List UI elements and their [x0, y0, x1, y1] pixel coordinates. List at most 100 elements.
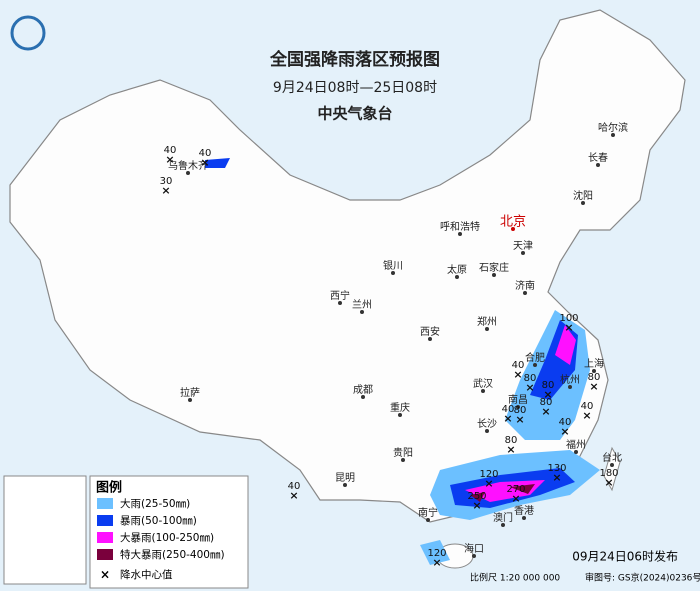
city-dot: [401, 458, 405, 462]
city-label: 武汉: [473, 377, 493, 390]
city-dot: [596, 163, 600, 167]
city-label: 济南: [515, 279, 535, 292]
city-label: 兰州: [352, 298, 372, 311]
city-label: 银川: [383, 259, 403, 272]
city-dot: [428, 337, 432, 341]
city-label: 西宁: [330, 289, 350, 302]
rain-center-mark: ×: [165, 153, 174, 166]
rain-center-value: 40: [581, 401, 594, 412]
legend-title: 图例: [96, 480, 122, 496]
rain-center-mark: ×: [560, 425, 569, 438]
city-label: 天津: [513, 240, 533, 252]
period: 9月24日08时—25日08时: [273, 80, 437, 96]
city-label: 上海: [584, 357, 604, 370]
taiwan: [603, 446, 621, 492]
city-dot: [481, 389, 485, 393]
rain-center-mark: ×: [515, 413, 524, 426]
rain-center-value: 40: [164, 145, 177, 156]
city-dot: [610, 463, 614, 467]
rain-center-value: 80: [588, 372, 601, 383]
city-dot: [361, 395, 365, 399]
rain-area: [555, 325, 576, 365]
logo: [10, 15, 46, 51]
city-dot: [426, 518, 430, 522]
scale: 比例尺 1:20 000 000: [470, 572, 560, 584]
legend-swatch: [97, 498, 113, 509]
rain-center-value: 40: [512, 360, 525, 371]
legend-label: 暴雨(50-100㎜): [120, 515, 197, 527]
rain-areas: [205, 158, 600, 565]
rain-center-mark: ×: [200, 156, 209, 169]
rain-center-mark: ×: [503, 412, 512, 425]
legend-swatch: [97, 549, 113, 560]
city-label: 杭州: [560, 373, 580, 386]
city-dot: [592, 369, 596, 373]
rain-center-value: 130: [547, 463, 566, 474]
city-label: 香港: [514, 505, 534, 517]
rain-area: [205, 158, 230, 168]
rain-center-value: 80: [524, 373, 537, 384]
city-label: 拉萨: [180, 386, 200, 399]
city-dot: [455, 275, 459, 279]
city-dot: [492, 273, 496, 277]
legend-box: [89, 475, 249, 589]
city-label: 台北: [602, 451, 622, 464]
city-label: 重庆: [390, 401, 410, 414]
review: 审图号: GS京(2024)0236号: [585, 572, 700, 584]
rain-center-value: 250: [467, 491, 486, 502]
legend-label: 大雨(25-50㎜): [120, 497, 190, 510]
city-label: 昆明: [335, 472, 355, 484]
rain-center-mark: ×: [511, 492, 520, 505]
rain-center-value: 180: [599, 468, 618, 479]
rain-center-value: 120: [427, 548, 446, 559]
city-label: 南宁: [418, 506, 438, 519]
city-dot: [188, 398, 192, 402]
rain-center-value: 40: [288, 481, 301, 492]
legend-label: 特大暴雨(250-400㎜): [120, 548, 225, 561]
city-dot: [501, 523, 505, 527]
rain-center-mark: ×: [513, 368, 522, 381]
rain-center-mark: ×: [472, 499, 481, 512]
city-dot: [511, 227, 515, 231]
city-dot: [611, 133, 615, 137]
agency: 中央气象台: [317, 105, 392, 123]
city-dot: [523, 291, 527, 295]
city-label: 澳门: [493, 511, 513, 524]
city-dot: [522, 516, 526, 520]
city-dot: [398, 413, 402, 417]
rain-center-value: 40: [199, 148, 212, 159]
city-label: 太原: [447, 263, 467, 276]
city-label: 哈尔滨: [598, 121, 628, 134]
city-label: 合肥: [525, 351, 545, 364]
rain-center-mark: ×: [543, 388, 552, 401]
city-dot: [581, 201, 585, 205]
legend-cross: ×: [100, 568, 110, 582]
rain-center-mark: ×: [564, 321, 573, 334]
rain-center-mark: ×: [506, 443, 515, 456]
rain-center-value: 80: [514, 405, 527, 416]
inset-map: [3, 475, 87, 585]
legend-label: 降水中心值: [120, 568, 173, 581]
rain-center-mark: ×: [552, 471, 561, 484]
city-dot: [516, 405, 520, 409]
city-dot: [521, 251, 525, 255]
city-label: 福州: [566, 438, 586, 451]
rain-center-mark: ×: [525, 381, 534, 394]
rain-center-mark: ×: [589, 380, 598, 393]
city-label: 呼和浩特: [440, 221, 480, 233]
rain-center-mark: ×: [582, 409, 591, 422]
city-label: 郑州: [477, 315, 497, 328]
rain-area: [470, 484, 535, 502]
city-dot: [343, 483, 347, 487]
rain-center-mark: ×: [604, 476, 613, 489]
city-label: 南昌: [508, 393, 528, 406]
rain-center-mark: ×: [289, 489, 298, 502]
rain-center-value: 40: [502, 404, 515, 415]
rain-center-value: 80: [542, 380, 555, 391]
city-dot: [485, 429, 489, 433]
rain-center-mark: ×: [541, 405, 550, 418]
city-label: 长沙: [477, 418, 497, 430]
rain-center-value: 100: [559, 313, 578, 324]
city-label: 成都: [353, 384, 373, 396]
rain-center-value: 80: [505, 435, 518, 446]
